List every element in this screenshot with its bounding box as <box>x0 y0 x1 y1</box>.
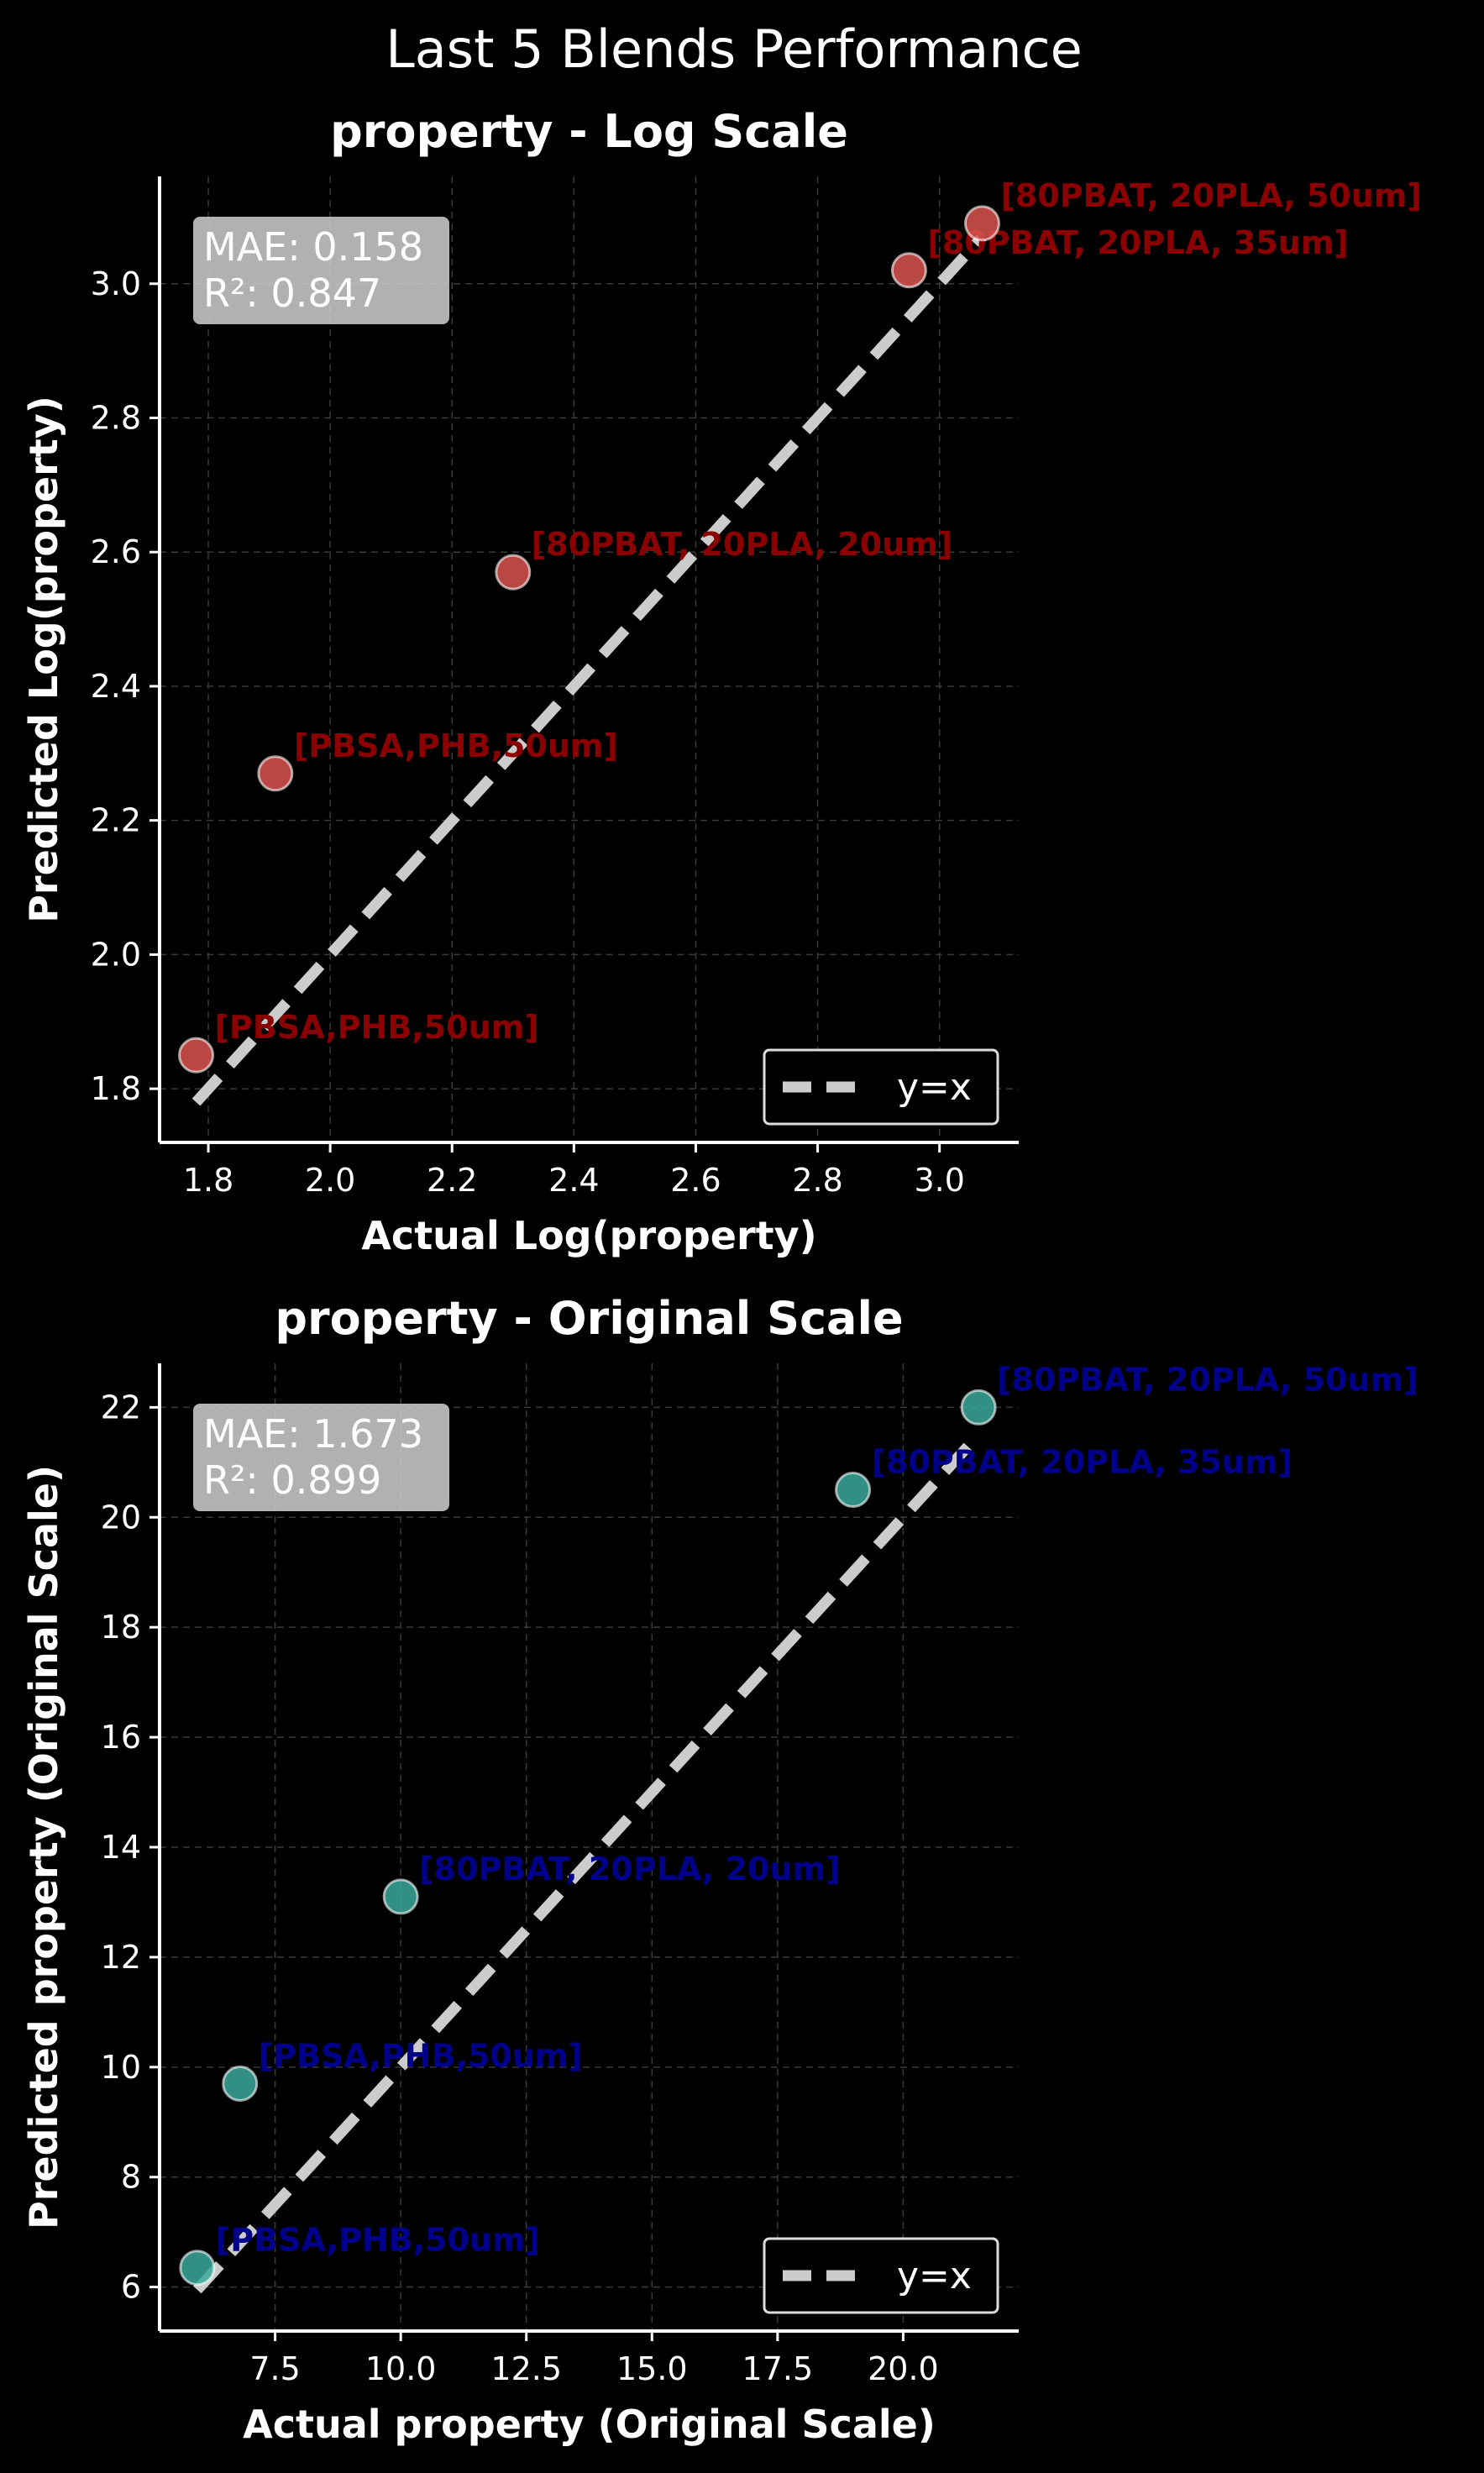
y-tick-label: 14 <box>101 1829 141 1866</box>
data-point-label: [80PBAT, 20PLA, 20um] <box>532 526 952 563</box>
data-point <box>178 1037 215 1074</box>
x-tick-label: 20.0 <box>868 2350 939 2387</box>
legend-box <box>763 2237 999 2314</box>
chart-title: property - Original Scale <box>275 1292 903 1345</box>
data-point <box>222 2065 259 2102</box>
data-point-label: [PBSA,PHB,50um] <box>216 2222 540 2259</box>
y-tick-label: 2.6 <box>91 533 141 570</box>
y-tick-label: 20 <box>101 1499 141 1536</box>
y-tick-label: 10 <box>101 2049 141 2086</box>
x-axis-label: Actual Log(property) <box>361 1213 816 1258</box>
y-tick-label: 2.0 <box>91 936 141 973</box>
stats-box <box>193 1404 449 1511</box>
y-tick-label: 2.4 <box>91 668 141 705</box>
x-tick-label: 17.5 <box>742 2350 814 2387</box>
legend-label: y=x <box>897 2255 972 2297</box>
data-point <box>960 1389 997 1426</box>
x-tick-label: 2.6 <box>670 1162 721 1199</box>
data-point-label: [80PBAT, 20PLA, 50um] <box>1000 177 1421 214</box>
data-point-label: [80PBAT, 20PLA, 50um] <box>997 1361 1418 1398</box>
data-point <box>835 1472 872 1509</box>
x-tick-label: 10.0 <box>365 2350 437 2387</box>
y-tick-label: 16 <box>101 1719 141 1756</box>
stat-mae: MAE: 1.673 <box>203 1411 423 1457</box>
y-tick-label: 12 <box>101 1939 141 1976</box>
y-tick-label: 6 <box>121 2269 141 2306</box>
legend-box <box>763 1048 999 1126</box>
y-tick-label: 22 <box>101 1389 141 1426</box>
y-axis-label: Predicted Log(property) <box>21 396 66 923</box>
reference-line-y-equals-x <box>193 1431 983 2294</box>
x-tick-label: 2.4 <box>548 1162 599 1199</box>
chart-title: property - Log Scale <box>330 105 848 158</box>
data-point-label: [PBSA,PHB,50um] <box>294 727 618 764</box>
data-point <box>382 1878 419 1915</box>
y-tick-label: 1.8 <box>91 1070 141 1107</box>
chart-2: 7.5 10.0 12.5 15.0 17.5 20.0 6 8 10 12 14 16 18 20 22 p… <box>21 1292 1418 2447</box>
y-tick-label: 2.2 <box>91 802 141 839</box>
y-axis-label: Predicted property (Original Scale) <box>21 1465 66 2229</box>
data-point-label: [80PBAT, 20PLA, 20um] <box>419 1851 840 1888</box>
y-tick-label: 8 <box>121 2159 141 2196</box>
x-tick-label: 3.0 <box>914 1162 964 1199</box>
chart-1: 1.8 2.0 2.2 2.4 2.6 2.8 3.0 1.8 2.0 2.2 2.4 2.6 2.8 3… <box>21 105 1422 1258</box>
data-point <box>257 755 294 792</box>
data-point-label: [80PBAT, 20PLA, 35um] <box>872 1444 1293 1481</box>
stat-r2: R²: 0.847 <box>203 270 381 316</box>
data-point <box>495 554 532 591</box>
data-point-label: [PBSA,PHB,50um] <box>215 1009 539 1046</box>
legend-label: y=x <box>897 1066 972 1109</box>
data-point <box>179 2250 216 2287</box>
x-tick-label: 7.5 <box>249 2350 300 2387</box>
figure-title: Last 5 Blends Performance <box>385 18 1082 80</box>
reference-line-y-equals-x <box>191 233 987 1106</box>
data-point <box>963 205 1000 242</box>
x-tick-label: 1.8 <box>183 1162 233 1199</box>
x-tick-label: 2.0 <box>305 1162 355 1199</box>
charts-container: 1.8 2.0 2.2 2.4 2.6 2.8 3.0 1.8 2.0 2.2 2.4 2.6 2.8 3… <box>21 105 1422 2447</box>
stat-r2: R²: 0.899 <box>203 1457 381 1503</box>
data-point <box>890 252 927 289</box>
x-tick-label: 12.5 <box>490 2350 562 2387</box>
data-point-label: [PBSA,PHB,50um] <box>259 2037 583 2074</box>
stats-box <box>193 217 449 324</box>
y-tick-label: 18 <box>101 1609 141 1646</box>
stat-mae: MAE: 0.158 <box>203 224 423 270</box>
y-tick-label: 2.8 <box>91 400 141 437</box>
x-tick-label: 2.8 <box>792 1162 842 1199</box>
x-axis-label: Actual property (Original Scale) <box>243 2402 936 2447</box>
x-tick-label: 2.2 <box>427 1162 477 1199</box>
y-tick-label: 3.0 <box>91 265 141 302</box>
x-tick-label: 15.0 <box>616 2350 688 2387</box>
